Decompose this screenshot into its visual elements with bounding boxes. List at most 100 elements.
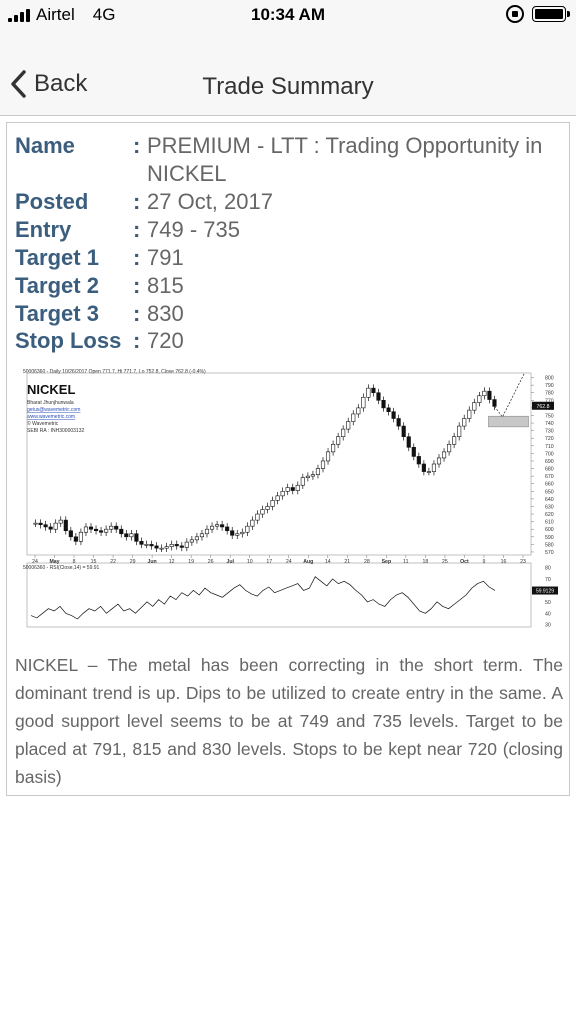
field-label: Entry (15, 217, 72, 242)
candle-body (416, 456, 421, 465)
field-value: 749 - 735 (147, 217, 240, 242)
candle-body (43, 524, 48, 528)
candle-body (265, 506, 270, 510)
rsi-line (30, 576, 496, 620)
price-tick-label: 620 (545, 512, 554, 518)
candle-body (351, 413, 356, 422)
carrier-name: Airtel (36, 5, 75, 24)
price-tick-label: 730 (545, 429, 554, 435)
x-tick-label: 22 (110, 559, 116, 565)
candle-body (260, 509, 265, 515)
candle-body (109, 525, 114, 530)
x-tick-label: Jun (148, 559, 157, 565)
field-value: 27 Oct, 2017 (147, 189, 273, 214)
candle-body (396, 418, 401, 427)
price-tick-label: 580 (545, 542, 554, 548)
candle-body (129, 533, 134, 538)
rsi-header: 50006360 - RSI(Close,14) = 59.91 (23, 565, 100, 571)
field-colon: : (133, 133, 141, 158)
x-tick-label: 9 (483, 559, 486, 565)
x-tick-label: Sep (382, 559, 392, 565)
candle-body (88, 526, 94, 530)
candle-body (411, 447, 416, 457)
chart-copyright: © Wavemetric (27, 420, 59, 427)
trade-summary-card: Name : PREMIUM - LTT : Trading Opportuni… (6, 122, 570, 796)
candle-body (235, 533, 240, 536)
x-tick-label: 19 (188, 559, 194, 565)
price-tick-label: 640 (545, 497, 554, 503)
back-button[interactable]: Back (10, 70, 87, 98)
candle-body (174, 544, 179, 547)
candle-body (310, 474, 315, 477)
candle-body (189, 539, 194, 543)
candle-body (452, 436, 457, 445)
candle-body (270, 500, 275, 507)
field-colon: : (133, 273, 141, 298)
candle-body (199, 533, 205, 538)
candle-body (331, 443, 336, 453)
candle-body (230, 530, 235, 536)
field-label: Target 2 (15, 273, 99, 298)
candle-body (159, 547, 164, 550)
candle-body (164, 546, 169, 549)
candle-body (482, 390, 487, 397)
candle-body (204, 528, 210, 535)
price-tick-label: 770 (545, 398, 554, 404)
field-stop-loss: Stop Loss : 720 (15, 327, 557, 355)
candle-body (300, 477, 305, 486)
candle-body (386, 407, 391, 412)
x-tick-label: Aug (303, 559, 313, 565)
field-target-3: Target 3 : 830 (15, 300, 557, 328)
candle-body (78, 531, 83, 542)
field-entry: Entry : 749 - 735 (15, 216, 557, 244)
candle-body (336, 436, 341, 445)
candle-body (33, 522, 38, 525)
rsi-panel-frame (26, 562, 532, 628)
candle-body (104, 528, 109, 533)
candle-body (73, 536, 78, 542)
candle-body (285, 487, 290, 492)
field-target-1: Target 1 : 791 (15, 244, 557, 272)
price-tick-label: 740 (545, 421, 554, 427)
rsi-tick-label: 50 (545, 600, 551, 606)
rsi-value-tag (532, 586, 558, 595)
candle-body (68, 530, 73, 538)
candle-body (184, 541, 189, 548)
candle-body (194, 536, 199, 541)
field-colon: : (133, 328, 141, 353)
price-tick-label: 660 (545, 482, 554, 488)
chart-title: NICKEL (27, 382, 75, 397)
trade-description: NICKEL – The metal has been correcting i… (15, 655, 563, 787)
chart-email-link: getus@wavemetric.com (27, 407, 80, 413)
candle-body (38, 522, 43, 525)
candle-body (477, 395, 482, 403)
nickel-price-chart: 50006360 - Daily 10/26/2017 Open 771.7, … (19, 365, 559, 631)
field-label: Name (15, 133, 75, 158)
projection-arrow (494, 372, 525, 418)
x-tick-label: 15 (91, 559, 97, 565)
candle-body (290, 487, 295, 491)
candle-body (376, 392, 381, 401)
rsi-tick-label: 40 (545, 611, 551, 617)
price-tick-label: 650 (545, 489, 554, 495)
candle-body (462, 418, 467, 427)
candle-body (225, 526, 230, 532)
candle-body (487, 390, 492, 400)
x-tick-label: 26 (208, 559, 214, 565)
candle-body (356, 407, 361, 415)
candle-body (467, 409, 472, 419)
candle-body (447, 443, 452, 453)
candle-body (492, 399, 497, 407)
candle-body (295, 484, 300, 491)
candle-body (124, 533, 129, 538)
candle-body (215, 524, 220, 527)
price-tick-label: 570 (545, 550, 554, 556)
candle-body (391, 411, 396, 419)
last-price-label: 762.8 (537, 404, 550, 410)
price-panel-frame (26, 372, 532, 556)
chart-website-link: www.wavemetric.com (27, 414, 75, 420)
candle-body (250, 519, 255, 527)
x-tick-label: 12 (169, 559, 175, 565)
chevron-left-icon (11, 70, 26, 98)
candle-body (401, 425, 406, 437)
